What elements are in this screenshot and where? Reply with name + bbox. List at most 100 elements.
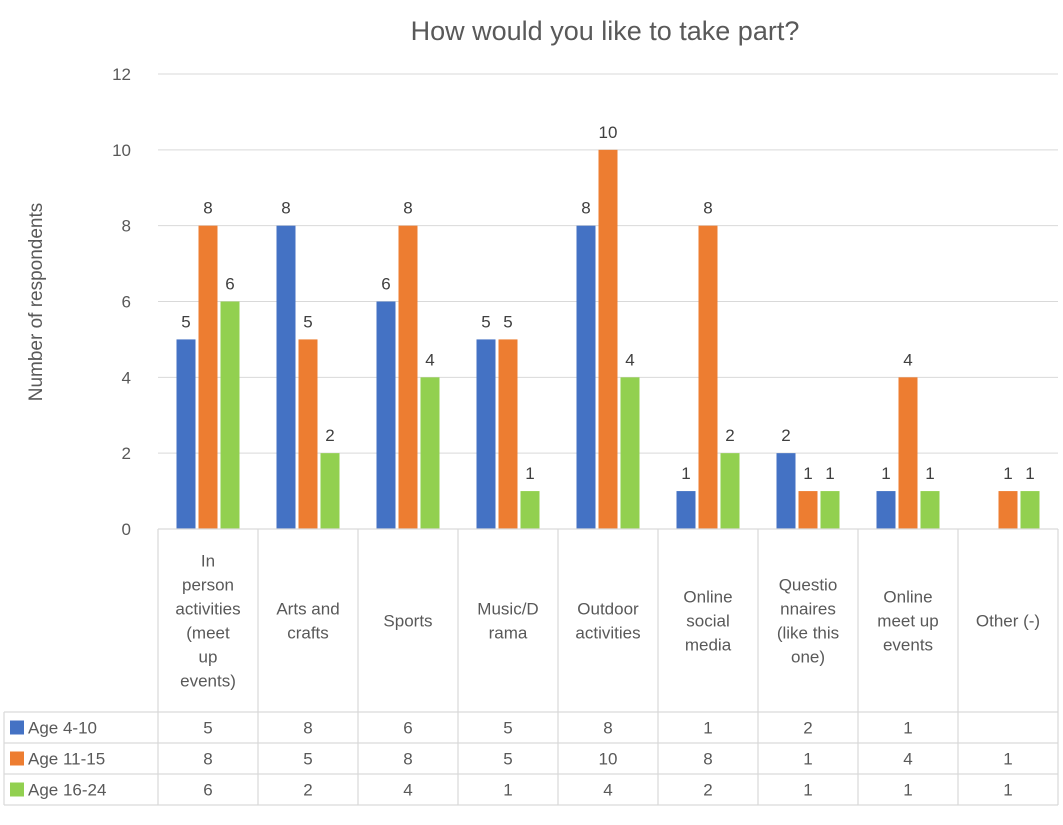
category-label-line: up bbox=[199, 648, 218, 667]
y-tick-label: 2 bbox=[122, 444, 131, 463]
category-label-line: Online bbox=[883, 588, 932, 607]
y-tick-label: 8 bbox=[122, 217, 131, 236]
table-cell: 1 bbox=[1003, 781, 1012, 800]
legend-key bbox=[10, 720, 24, 735]
y-tick-label: 12 bbox=[112, 65, 131, 84]
y-tick-label: 10 bbox=[112, 141, 131, 160]
category-label-line: events bbox=[883, 636, 933, 655]
table-cell: 1 bbox=[903, 719, 912, 738]
data-label: 6 bbox=[225, 275, 234, 294]
category-label: In person activities (meet up events) bbox=[175, 552, 240, 691]
category-label-line: activities bbox=[175, 600, 240, 619]
y-tick-labels: 0 2 4 6 8 10 12 bbox=[112, 65, 131, 539]
category-label-line: Arts and bbox=[276, 600, 339, 619]
category-label-line: Other (-) bbox=[976, 612, 1040, 631]
bar bbox=[898, 377, 918, 529]
data-label: 8 bbox=[581, 199, 590, 218]
data-label: 1 bbox=[1003, 464, 1012, 483]
bar bbox=[398, 225, 418, 529]
data-label: 4 bbox=[903, 350, 912, 369]
data-label: 1 bbox=[1025, 464, 1034, 483]
bar bbox=[520, 491, 540, 529]
legend-key bbox=[10, 751, 24, 766]
bar bbox=[598, 149, 618, 530]
category-label-line: activities bbox=[575, 624, 640, 643]
chart-title: How would you like to take part? bbox=[411, 16, 800, 46]
bar bbox=[776, 453, 796, 529]
category-label-line: social bbox=[686, 612, 729, 631]
data-label: 8 bbox=[281, 199, 290, 218]
data-label: 5 bbox=[503, 312, 512, 331]
bar bbox=[698, 225, 718, 529]
data-label: 8 bbox=[203, 199, 212, 218]
bar bbox=[676, 491, 696, 529]
category-label-line: In bbox=[201, 552, 215, 571]
legend-entry: Age 4-10 bbox=[28, 719, 97, 738]
table-cell: 1 bbox=[803, 750, 812, 769]
table-cell: 4 bbox=[603, 781, 612, 800]
bar bbox=[998, 491, 1018, 529]
data-label: 5 bbox=[181, 312, 190, 331]
legend-key bbox=[10, 782, 24, 797]
y-tick-label: 0 bbox=[122, 520, 131, 539]
table-cell: 4 bbox=[403, 781, 412, 800]
bar bbox=[798, 491, 818, 529]
data-label: 2 bbox=[325, 426, 334, 445]
data-label: 1 bbox=[525, 464, 534, 483]
data-label: 5 bbox=[303, 312, 312, 331]
table-cell: 4 bbox=[903, 750, 912, 769]
legend-entry: Age 16-24 bbox=[28, 781, 106, 800]
table-cell: 2 bbox=[303, 781, 312, 800]
table-cell: 10 bbox=[599, 750, 618, 769]
table-cell: 5 bbox=[503, 719, 512, 738]
category-label-line: nnaires bbox=[780, 600, 836, 619]
data-label: 1 bbox=[681, 464, 690, 483]
table-cell: 1 bbox=[903, 781, 912, 800]
legend-entry: Age 11-15 bbox=[28, 750, 105, 769]
data-label: 4 bbox=[425, 350, 434, 369]
data-label: 2 bbox=[781, 426, 790, 445]
category-label-line: Online bbox=[683, 588, 732, 607]
y-tick-label: 6 bbox=[122, 293, 131, 312]
bar bbox=[620, 377, 640, 529]
table-cell: 1 bbox=[803, 781, 812, 800]
data-label: 8 bbox=[403, 199, 412, 218]
bar bbox=[920, 491, 940, 529]
data-label: 4 bbox=[625, 350, 634, 369]
category-label: Other (-) bbox=[976, 612, 1040, 631]
data-label: 2 bbox=[725, 426, 734, 445]
bar bbox=[720, 453, 740, 529]
category-label-line: events) bbox=[180, 672, 236, 691]
y-axis-label: Number of respondents bbox=[26, 203, 47, 402]
category-label-line: Music/D bbox=[477, 600, 538, 619]
table-cell: 8 bbox=[403, 750, 412, 769]
data-label: 1 bbox=[881, 464, 890, 483]
bar bbox=[298, 339, 318, 529]
category-label: Arts and crafts bbox=[276, 600, 339, 643]
category-label-line: crafts bbox=[287, 624, 329, 643]
category-label-line: person bbox=[182, 576, 234, 595]
data-label: 1 bbox=[925, 464, 934, 483]
category-label: Online social media bbox=[683, 588, 732, 655]
category-label-line: Outdoor bbox=[577, 600, 639, 619]
y-tick-label: 4 bbox=[122, 368, 131, 387]
table-cell: 5 bbox=[303, 750, 312, 769]
table-cell: 1 bbox=[1003, 750, 1012, 769]
category-label-line: Questio bbox=[779, 576, 838, 595]
bar bbox=[276, 225, 296, 529]
bar bbox=[498, 339, 518, 529]
bar bbox=[576, 225, 596, 529]
category-label-line: media bbox=[685, 636, 732, 655]
category-label: Music/D rama bbox=[477, 600, 538, 643]
category-label-line: (meet bbox=[186, 624, 230, 643]
category-label-line: rama bbox=[489, 624, 528, 643]
table-cell: 6 bbox=[403, 719, 412, 738]
data-label: 10 bbox=[599, 123, 618, 142]
table-cell: 5 bbox=[203, 719, 212, 738]
bar bbox=[420, 377, 440, 529]
table-cell: 8 bbox=[203, 750, 212, 769]
bar bbox=[376, 301, 396, 529]
data-label: 1 bbox=[803, 464, 812, 483]
category-label: Outdoor activities bbox=[575, 600, 640, 643]
